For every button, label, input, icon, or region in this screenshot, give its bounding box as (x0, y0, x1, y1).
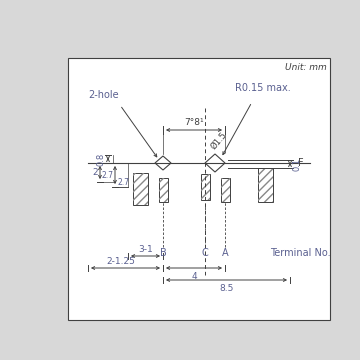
Text: 2.7: 2.7 (101, 171, 113, 180)
Text: 8.5: 8.5 (219, 284, 234, 293)
Bar (257, 168, 273, 202)
Text: 7°8¹: 7°8¹ (184, 118, 204, 127)
Text: 2.7: 2.7 (117, 178, 129, 187)
Text: Ø1.5: Ø1.5 (209, 130, 229, 151)
Bar (201, 174, 210, 200)
Text: 2: 2 (93, 168, 98, 177)
Text: 2-1.25: 2-1.25 (106, 257, 135, 266)
Bar (158, 178, 167, 202)
Text: 3-1: 3-1 (138, 245, 153, 254)
Bar (220, 178, 230, 202)
Text: 0.8: 0.8 (96, 152, 105, 166)
Bar (132, 173, 148, 205)
Text: 2-hole: 2-hole (88, 90, 119, 100)
Bar (158, 178, 167, 202)
Text: F: F (298, 158, 303, 168)
Text: 4: 4 (191, 272, 197, 281)
Text: Unit: mm: Unit: mm (285, 63, 327, 72)
Bar (257, 168, 273, 202)
Text: Terminal No.: Terminal No. (270, 248, 330, 258)
Text: 0.1: 0.1 (292, 157, 301, 171)
Bar (220, 178, 230, 202)
Text: C: C (202, 248, 208, 258)
Text: B: B (159, 248, 166, 258)
Bar (68, 58, 330, 320)
Text: R0.15 max.: R0.15 max. (235, 83, 291, 93)
Text: A: A (222, 248, 228, 258)
Bar (132, 173, 148, 205)
Bar (201, 174, 210, 200)
